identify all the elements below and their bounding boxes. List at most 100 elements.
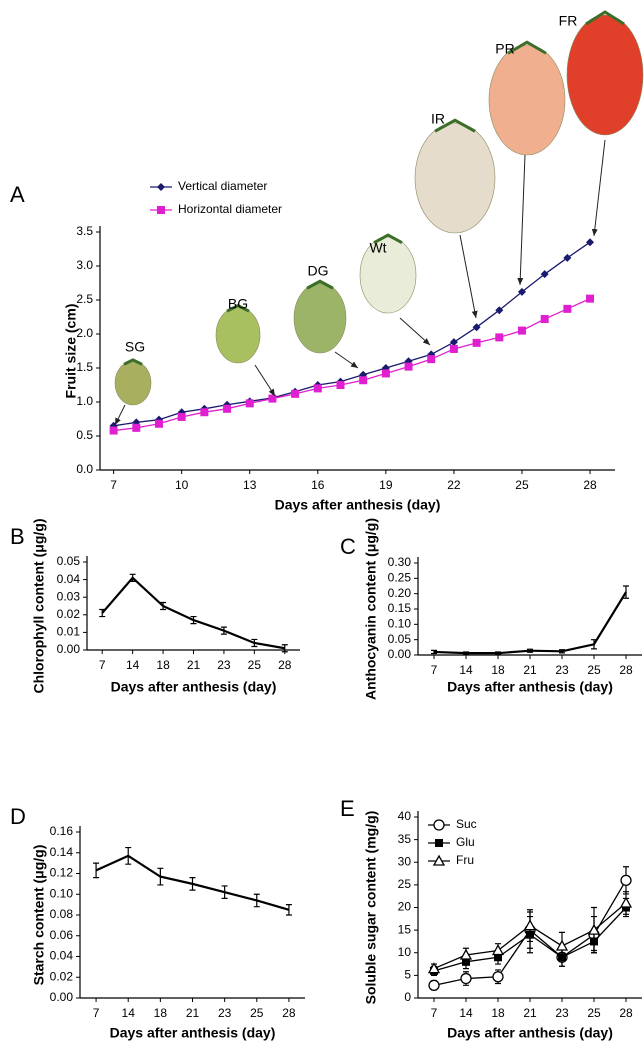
marker: [540, 270, 549, 279]
stage-arrow: [114, 404, 126, 426]
error-bar: [99, 608, 106, 618]
y-tick-label: 0.05: [57, 554, 81, 568]
y-tick-label: 40: [398, 809, 412, 823]
marker: [109, 426, 118, 435]
error-bar: [559, 649, 565, 654]
y-tick-label: 15: [398, 922, 412, 936]
y-axis-label: Anthocyanin content (μg/g): [363, 518, 379, 700]
calyx: [507, 40, 547, 55]
series-line: [113, 241, 591, 427]
error-bar: [251, 638, 258, 648]
x-tick-label: 21: [186, 1006, 200, 1020]
fruit: [566, 14, 644, 136]
y-tick-label: 0.00: [388, 647, 412, 661]
y-tick-label: 3.0: [76, 258, 93, 272]
x-axis-label: Days after anthesis (day): [111, 679, 277, 695]
marker: [460, 972, 472, 985]
marker: [540, 315, 549, 324]
marker: [492, 971, 504, 983]
stage-label: Wt: [369, 240, 386, 256]
legend-marker: [157, 183, 165, 191]
marker: [449, 338, 458, 347]
y-tick-label: 1.0: [76, 394, 93, 408]
stage-label: FR: [559, 13, 578, 29]
panel-letter: B: [10, 524, 25, 549]
x-tick-label: 7: [99, 658, 106, 672]
x-tick-label: 22: [447, 478, 461, 492]
stage-arrow: [517, 154, 526, 286]
y-tick-label: 0.5: [76, 428, 93, 442]
error-bar: [93, 862, 100, 879]
marker: [586, 238, 595, 247]
marker: [563, 304, 572, 313]
panel-letter: E: [340, 796, 355, 821]
x-tick-label: 14: [459, 1006, 473, 1020]
marker: [586, 294, 595, 303]
error-bar: [125, 846, 132, 865]
y-tick-label: 0.03: [57, 589, 81, 603]
panel-letter: A: [10, 182, 25, 207]
error-bar: [190, 615, 197, 625]
y-tick-label: 0.02: [57, 607, 81, 621]
error-bar: [221, 885, 228, 899]
y-tick-label: 0.0: [76, 462, 93, 476]
stage-arrow: [334, 351, 359, 369]
x-tick-label: 7: [431, 1006, 438, 1020]
x-tick-label: 7: [110, 478, 117, 492]
y-tick-label: 35: [398, 832, 412, 846]
y-tick-label: 1.5: [76, 360, 93, 374]
y-axis-label: Chlorophyll content (μg/g): [31, 519, 47, 694]
x-tick-label: 14: [126, 658, 140, 672]
y-axis-label: Soluble sugar content (mg/g): [363, 811, 379, 1005]
y-tick-label: 0.30: [388, 555, 412, 569]
marker: [154, 419, 163, 428]
marker: [459, 948, 473, 960]
marker: [200, 408, 209, 417]
y-tick-label: 0.04: [50, 949, 74, 963]
x-axis-label: Days after anthesis (day): [275, 497, 441, 513]
legend-label: Horizontal diameter: [178, 202, 282, 216]
error-bar: [591, 639, 597, 650]
legend-marker: [435, 839, 443, 847]
marker: [587, 923, 601, 935]
legend-marker: [432, 854, 446, 866]
x-tick-label: 28: [619, 1006, 633, 1020]
y-tick-label: 0.01: [57, 625, 81, 639]
x-tick-label: 7: [93, 1006, 100, 1020]
marker: [449, 344, 458, 353]
error-bar: [253, 893, 260, 908]
error-bar: [281, 644, 288, 653]
x-tick-label: 21: [523, 1006, 537, 1020]
y-tick-label: 30: [398, 854, 412, 868]
x-tick-label: 23: [555, 1006, 569, 1020]
marker: [177, 412, 186, 421]
y-tick-label: 0.14: [50, 845, 74, 859]
y-tick-label: 2.5: [76, 292, 93, 306]
x-tick-label: 23: [555, 663, 569, 677]
y-tick-label: 0.12: [50, 866, 74, 880]
series-line: [113, 298, 591, 432]
y-tick-label: 0.06: [50, 928, 74, 942]
y-tick-label: 5: [404, 968, 411, 982]
marker: [523, 919, 537, 931]
calyx: [373, 233, 403, 245]
x-tick-label: 18: [491, 1006, 505, 1020]
y-tick-label: 0.20: [388, 586, 412, 600]
calyx: [306, 279, 334, 290]
x-tick-label: 28: [583, 478, 597, 492]
series-line: [101, 576, 285, 650]
y-tick-label: 3.5: [76, 224, 93, 238]
calyx: [123, 358, 143, 366]
marker: [404, 362, 413, 371]
panel-letter: D: [10, 804, 26, 829]
error-bar: [157, 867, 164, 886]
marker: [491, 944, 505, 956]
fruit: [414, 122, 496, 234]
y-tick-label: 0.08: [50, 907, 74, 921]
marker: [472, 338, 481, 347]
x-axis-label: Days after anthesis (day): [447, 1025, 613, 1041]
series-line: [433, 591, 627, 655]
x-tick-label: 18: [491, 663, 505, 677]
marker: [245, 399, 254, 408]
